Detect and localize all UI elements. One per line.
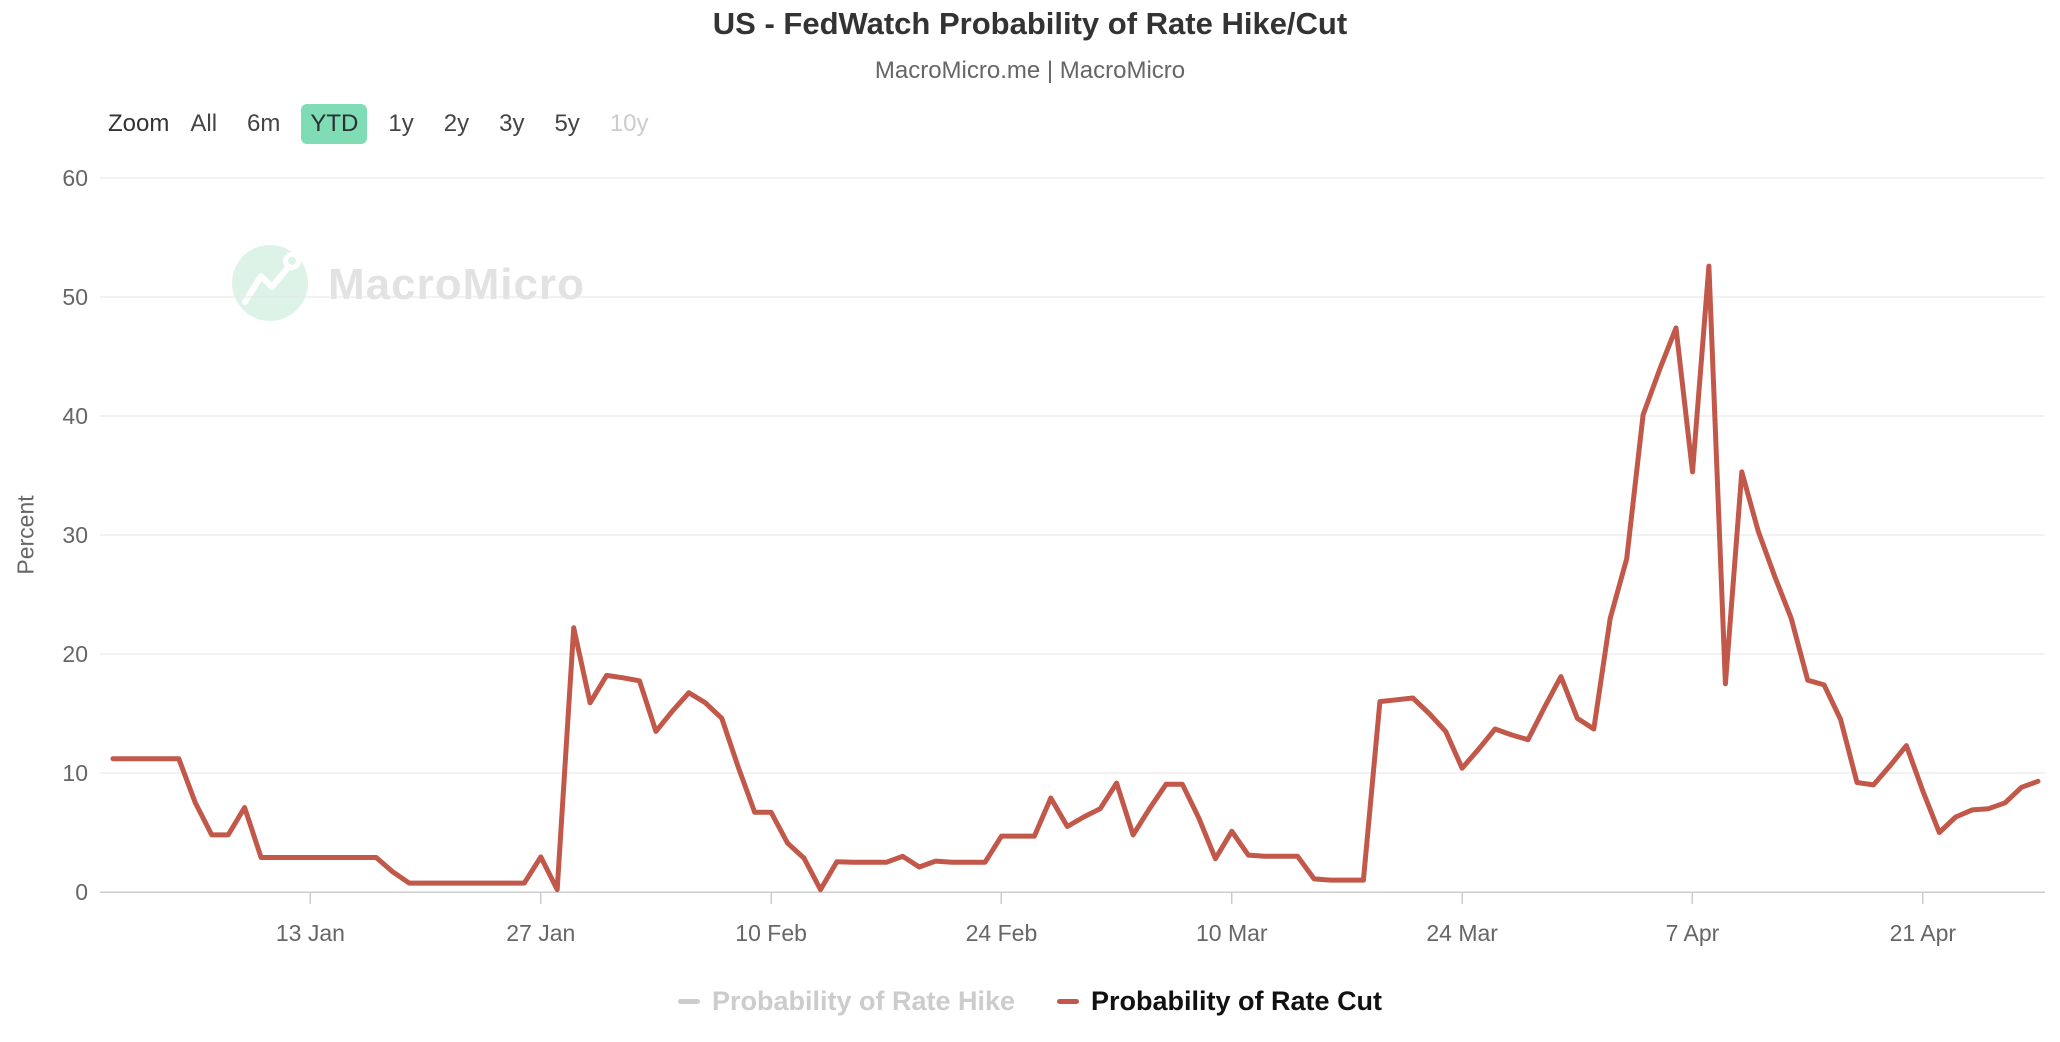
zoom-label: Zoom xyxy=(108,110,170,137)
range-button-3y[interactable]: 3y xyxy=(490,104,533,144)
x-axis-ticks xyxy=(309,892,1924,904)
watermark-text: MacroMicro xyxy=(328,260,585,309)
rate-cut-line[interactable] xyxy=(110,263,2041,893)
range-button-5y[interactable]: 5y xyxy=(545,104,588,144)
macromicro-logo-icon xyxy=(232,244,308,326)
legend-item-rate-cut[interactable]: Probability of Rate Cut xyxy=(1057,986,1382,1017)
range-button-10y: 10y xyxy=(601,104,658,144)
range-button-2y[interactable]: 2y xyxy=(435,104,478,144)
legend-label: Probability of Rate Cut xyxy=(1091,986,1383,1016)
legend: Probability of Rate Hike Probability of R… xyxy=(0,986,2060,1017)
legend-dash-icon xyxy=(677,999,700,1004)
zoom-range-toolbar: Zoom All 6m YTD 1y 2y 3y 5y 10y xyxy=(108,104,658,144)
macromicro-watermark: MacroMicro xyxy=(232,244,585,326)
chart-subtitle: MacroMicro.me | MacroMicro xyxy=(874,57,1186,84)
gridlines xyxy=(100,177,2045,893)
range-button-1y[interactable]: 1y xyxy=(379,104,422,144)
legend-item-rate-hike[interactable]: Probability of Rate Hike xyxy=(677,986,1016,1017)
legend-dash-icon xyxy=(1057,999,1080,1004)
chart-title: US - FedWatch Probability of Rate Hike/C… xyxy=(712,6,1348,41)
range-button-all[interactable]: All xyxy=(181,104,226,144)
range-button-6m[interactable]: 6m xyxy=(238,104,289,144)
range-button-ytd[interactable]: YTD xyxy=(301,104,368,144)
legend-label: Probability of Rate Hike xyxy=(711,986,1016,1016)
